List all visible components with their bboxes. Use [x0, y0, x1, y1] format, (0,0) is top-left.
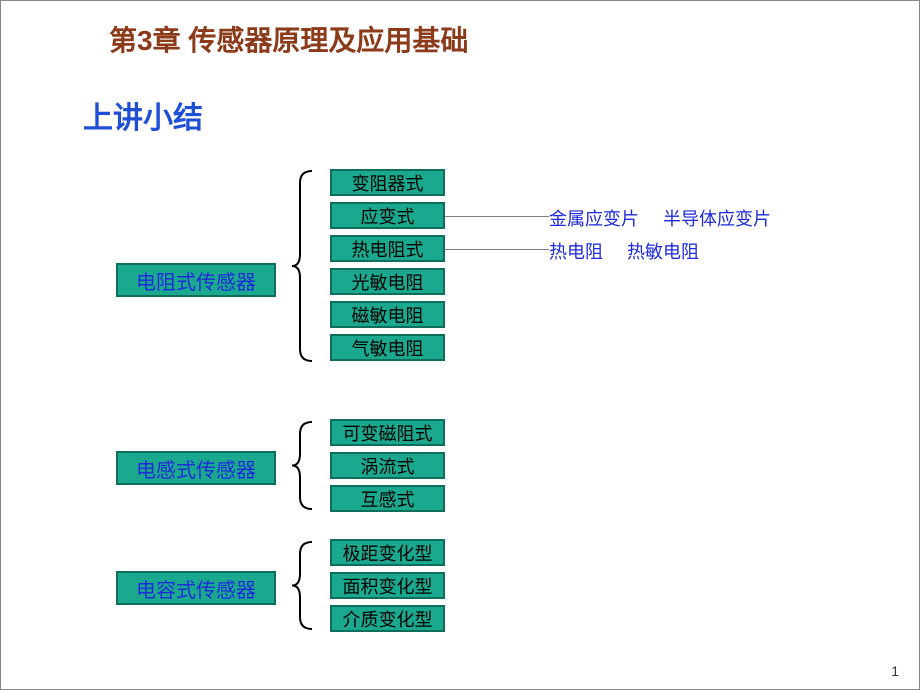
detail-label-0-2-0: 热电阻 — [549, 238, 603, 264]
sub-box-0-1: 应变式 — [330, 202, 445, 229]
main-box-2: 电容式传感器 — [116, 571, 276, 605]
brace — [290, 540, 316, 631]
detail-label-0-1-1: 半导体应变片 — [663, 205, 771, 231]
sub-box-2-2: 介质变化型 — [330, 605, 445, 632]
connector-line — [445, 249, 549, 250]
slide-root: 第3章 传感器原理及应用基础上讲小结电阻式传感器 变阻器式应变式热电阻式光敏电阻磁… — [0, 0, 920, 690]
main-box-0: 电阻式传感器 — [116, 263, 276, 297]
sub-box-0-5: 气敏电阻 — [330, 334, 445, 361]
sub-box-0-2: 热电阻式 — [330, 235, 445, 262]
sub-box-1-2: 互感式 — [330, 485, 445, 512]
page-number: 1 — [891, 663, 899, 679]
detail-label-0-1-0: 金属应变片 — [549, 205, 639, 231]
brace — [290, 420, 316, 511]
sub-box-2-0: 极距变化型 — [330, 539, 445, 566]
brace — [290, 169, 316, 363]
main-box-1: 电感式传感器 — [116, 451, 276, 485]
section-title: 上讲小结 — [83, 93, 203, 137]
chapter-title: 第3章 传感器原理及应用基础 — [109, 19, 468, 59]
sub-box-0-3: 光敏电阻 — [330, 268, 445, 295]
sub-box-0-0: 变阻器式 — [330, 169, 445, 196]
connector-line — [445, 216, 549, 217]
sub-box-1-1: 涡流式 — [330, 452, 445, 479]
sub-box-2-1: 面积变化型 — [330, 572, 445, 599]
sub-box-0-4: 磁敏电阻 — [330, 301, 445, 328]
detail-label-0-2-1: 热敏电阻 — [627, 238, 699, 264]
sub-box-1-0: 可变磁阻式 — [330, 419, 445, 446]
